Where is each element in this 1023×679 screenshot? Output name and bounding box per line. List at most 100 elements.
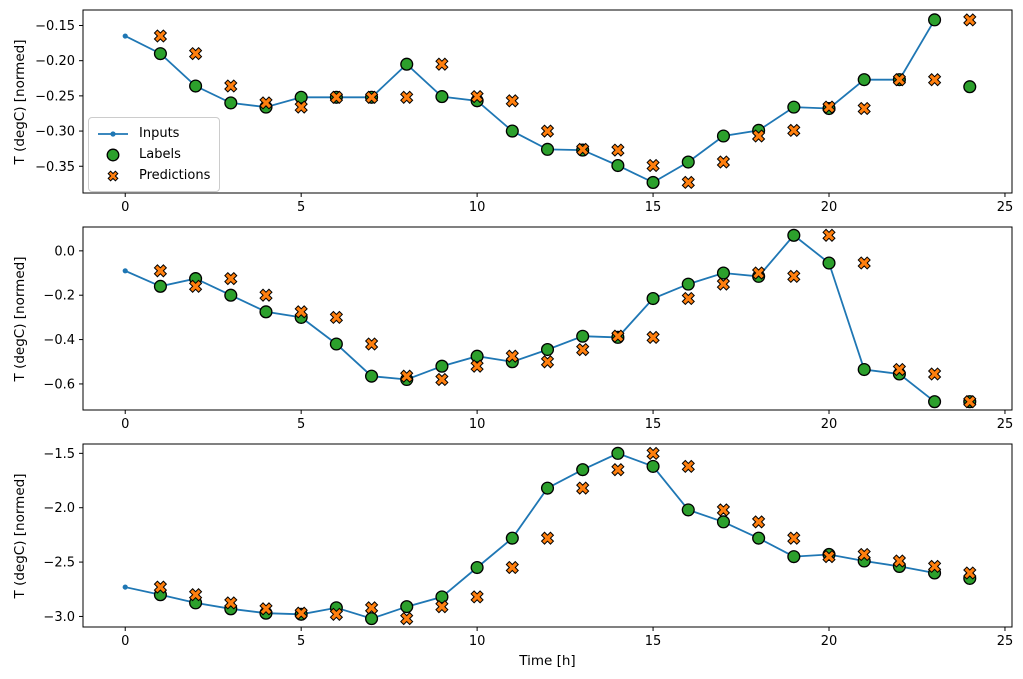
x-axis: 0 5 10 15 20 25: [121, 193, 1013, 215]
prediction-point: [857, 547, 871, 562]
label-point: [752, 531, 766, 545]
y-tick-label: −3.0: [43, 610, 75, 625]
label-point: [540, 343, 555, 357]
label-point: [787, 100, 801, 114]
legend-item-inputs: Inputs: [96, 123, 210, 144]
y-tick-label: −2.0: [43, 501, 75, 516]
x-tick-label: 5: [297, 417, 305, 432]
y-axis: −0.15 −0.20 −0.25 −0.30 −0.35: [35, 19, 83, 175]
label-point: [224, 288, 238, 302]
prediction-point: [470, 89, 484, 104]
prediction-point: [400, 90, 414, 104]
prediction-point: [751, 129, 766, 143]
y-tick-label: −0.30: [35, 125, 75, 140]
label-point: [716, 266, 730, 280]
prediction-point: [188, 46, 203, 61]
prediction-point: [681, 459, 695, 474]
inputs-series: [122, 450, 938, 622]
inputs-series: [122, 17, 938, 186]
legend-label-inputs: Inputs: [139, 126, 180, 141]
prediction-point: [927, 559, 942, 574]
axes-frame: [82, 443, 1013, 628]
label-point: [646, 175, 660, 189]
label-point: [787, 228, 801, 242]
prediction-point: [470, 359, 484, 373]
label-point: [787, 550, 801, 564]
label-point: [435, 590, 449, 604]
predictions-series: [153, 228, 977, 409]
x-axis-label: Time [h]: [519, 653, 576, 669]
prediction-point: [963, 395, 977, 409]
x-tick-label: 25: [997, 200, 1014, 215]
x-tick-label: 15: [645, 200, 662, 215]
prediction-point: [576, 481, 590, 495]
prediction-point: [681, 291, 695, 306]
x-tick-label: 0: [121, 417, 129, 432]
prediction-point: [505, 560, 519, 575]
labels-series: [153, 446, 977, 626]
label-point: [224, 96, 238, 110]
y-tick-label: −1.5: [43, 447, 75, 462]
prediction-point: [259, 96, 273, 110]
prediction-point: [329, 310, 344, 325]
label-point: [365, 369, 379, 383]
prediction-point: [681, 175, 695, 190]
x-tick-label: 25: [997, 417, 1014, 432]
label-point: [505, 531, 519, 545]
prediction-point: [505, 349, 519, 363]
x-tick-label: 25: [997, 634, 1014, 649]
prediction-point: [751, 266, 766, 280]
prediction-point: [787, 123, 801, 138]
y-tick-label: −0.15: [35, 19, 75, 34]
label-point: [716, 515, 730, 529]
input-dot: [122, 268, 128, 274]
prediction-point: [364, 90, 379, 104]
x-tick-label: 20: [821, 200, 838, 215]
prediction-point: [435, 372, 449, 387]
subplot-2: T (degC) [normed] 0 5 10 15 20 25 0.0 −0.2 −0.4−…: [0, 226, 1023, 432]
prediction-point: [364, 337, 379, 351]
prediction-point: [857, 256, 871, 270]
prediction-point: [716, 277, 731, 291]
x-axis: 0 5 10 15 20 25: [121, 627, 1013, 649]
prediction-point: [224, 79, 238, 93]
prediction-point: [716, 155, 731, 169]
input-dot: [122, 584, 128, 590]
prediction-point: [400, 611, 414, 626]
y-tick-label: −0.4: [43, 333, 75, 348]
label-point: [329, 337, 343, 351]
prediction-point: [224, 596, 238, 610]
axes-frame: [82, 226, 1013, 411]
prediction-point: [822, 228, 836, 242]
prediction-point: [435, 57, 449, 71]
label-point: [153, 279, 167, 293]
label-point: [928, 395, 942, 409]
predictions-series: [153, 13, 977, 190]
prediction-point: [611, 463, 625, 477]
x-tick-label: 10: [469, 200, 486, 215]
inputs-line: [125, 452, 935, 620]
label-point: [540, 142, 555, 156]
legend-item-labels: Labels: [96, 144, 210, 165]
prediction-point: [224, 271, 238, 286]
label-point: [681, 503, 695, 517]
x-tick-label: 5: [297, 200, 305, 215]
label-point: [259, 305, 273, 319]
label-point: [646, 291, 660, 306]
label-point: [540, 481, 555, 495]
y-tick-label: 0.0: [54, 244, 75, 259]
x-tick-label: 15: [645, 634, 662, 649]
y-axis: 0.0 −0.2 −0.4 −0.6: [43, 244, 83, 392]
inputs-series: [122, 232, 938, 405]
label-point: [963, 80, 977, 94]
prediction-point: [927, 73, 942, 87]
y-tick-label: −0.6: [43, 377, 75, 392]
prediction-point: [540, 531, 555, 545]
inputs-line-icon: [98, 130, 128, 137]
x-tick-label: 10: [469, 634, 486, 649]
prediction-point: [892, 362, 907, 377]
label-point: [470, 349, 484, 363]
prediction-point: [294, 100, 308, 114]
label-point: [822, 256, 836, 270]
